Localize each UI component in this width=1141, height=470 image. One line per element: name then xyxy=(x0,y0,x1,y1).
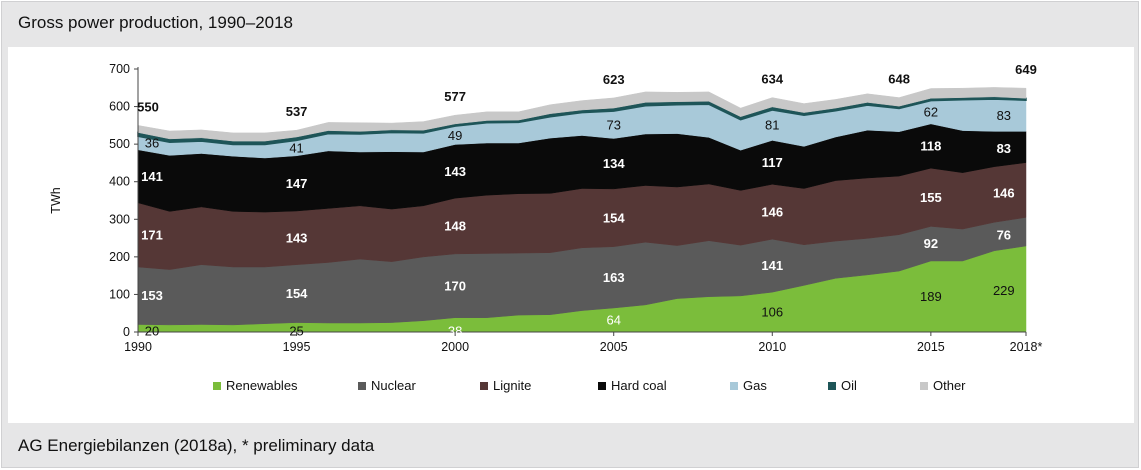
y-tick-label: 100 xyxy=(109,287,130,301)
total-label: 623 xyxy=(603,72,625,87)
legend-item-hard-coal: Hard coal xyxy=(598,378,667,393)
data-label: 49 xyxy=(448,128,462,143)
total-label: 537 xyxy=(286,104,308,119)
data-label: 41 xyxy=(289,141,303,156)
legend-item-renewables: Renewables xyxy=(213,378,298,393)
data-label: 163 xyxy=(603,270,625,285)
data-label: 143 xyxy=(286,230,308,245)
legend-item-nuclear: Nuclear xyxy=(358,378,416,393)
legend-swatch xyxy=(358,382,366,390)
legend-label: Lignite xyxy=(493,378,531,393)
data-label: 154 xyxy=(286,286,308,301)
x-tick-label: 2018* xyxy=(1010,340,1043,354)
total-label: 577 xyxy=(444,89,466,104)
data-label: 106 xyxy=(761,305,783,320)
data-label: 117 xyxy=(762,155,783,170)
source-note: AG Energiebilanzen (2018a), * preliminar… xyxy=(18,436,375,455)
data-label: 189 xyxy=(920,289,942,304)
legend-label: Oil xyxy=(841,378,857,393)
legend-swatch xyxy=(828,382,836,390)
legend-item-lignite: Lignite xyxy=(480,378,531,393)
legend-item-oil: Oil xyxy=(828,378,857,393)
legend-swatch xyxy=(920,382,928,390)
data-label: 153 xyxy=(141,288,163,303)
data-label: 141 xyxy=(141,169,163,184)
x-tick-label: 2000 xyxy=(441,340,469,354)
data-label: 171 xyxy=(141,227,163,242)
x-tick-label: 1995 xyxy=(283,340,311,354)
y-axis-label: TWh xyxy=(49,187,63,213)
data-label: 62 xyxy=(924,105,938,120)
legend-label: Gas xyxy=(743,378,767,393)
y-tick-label: 0 xyxy=(123,325,130,339)
page-title: Gross power production, 1990–2018 xyxy=(18,13,294,32)
data-label: 146 xyxy=(993,186,1015,201)
data-label: 154 xyxy=(603,210,625,225)
data-label: 64 xyxy=(606,312,620,327)
legend-swatch xyxy=(730,382,738,390)
data-label: 147 xyxy=(286,176,308,191)
data-label: 76 xyxy=(997,228,1011,243)
data-label: 134 xyxy=(603,156,625,171)
x-tick-label: 2010 xyxy=(758,340,786,354)
y-tick-label: 200 xyxy=(109,250,130,264)
legend-label: Hard coal xyxy=(611,378,667,393)
data-label: 83 xyxy=(997,141,1011,156)
x-tick-label: 2005 xyxy=(600,340,628,354)
total-label: 648 xyxy=(888,72,910,87)
data-label: 73 xyxy=(606,117,620,132)
legend-swatch xyxy=(213,382,221,390)
data-label: 36 xyxy=(145,136,159,151)
y-tick-label: 300 xyxy=(109,212,130,226)
legend-swatch xyxy=(598,382,606,390)
data-label: 141 xyxy=(761,258,783,273)
total-label: 634 xyxy=(761,72,783,87)
x-tick-label: 2015 xyxy=(917,340,945,354)
legend-swatch xyxy=(480,382,488,390)
legend-label: Nuclear xyxy=(371,378,416,393)
data-label: 146 xyxy=(761,204,783,219)
plot-panel: 0 100 200 300 400 500 600 700 1990 1995 2000 2005 20… xyxy=(8,47,1134,423)
data-label: 143 xyxy=(444,164,466,179)
data-label: 229 xyxy=(993,283,1015,298)
y-tick-label: 500 xyxy=(109,137,130,151)
data-label: 170 xyxy=(444,278,466,293)
legend-item-other: Other xyxy=(920,378,966,393)
data-label: 20 xyxy=(145,323,159,338)
y-tick-label: 400 xyxy=(109,175,130,189)
data-label: 118 xyxy=(920,139,941,154)
data-label: 25 xyxy=(289,323,303,338)
legend-label: Renewables xyxy=(226,378,298,393)
data-label: 148 xyxy=(444,219,466,234)
x-tick-label: 1990 xyxy=(124,340,152,354)
data-label: 83 xyxy=(997,108,1011,123)
y-tick-label: 600 xyxy=(109,100,130,114)
data-label: 38 xyxy=(448,323,462,338)
legend-item-gas: Gas xyxy=(730,378,767,393)
series-area-other xyxy=(137,87,1027,142)
area-layers xyxy=(137,87,1027,333)
stacked-area-chart: 0 100 200 300 400 500 600 700 1990 1995 2000 2005 20… xyxy=(49,62,1043,393)
y-tick-label: 700 xyxy=(109,62,130,76)
legend-label: Other xyxy=(933,378,966,393)
total-label: 550 xyxy=(137,99,159,114)
total-label: 649 xyxy=(1015,62,1037,77)
data-label: 81 xyxy=(765,118,779,133)
data-label: 92 xyxy=(924,236,938,251)
data-label: 155 xyxy=(920,190,942,205)
